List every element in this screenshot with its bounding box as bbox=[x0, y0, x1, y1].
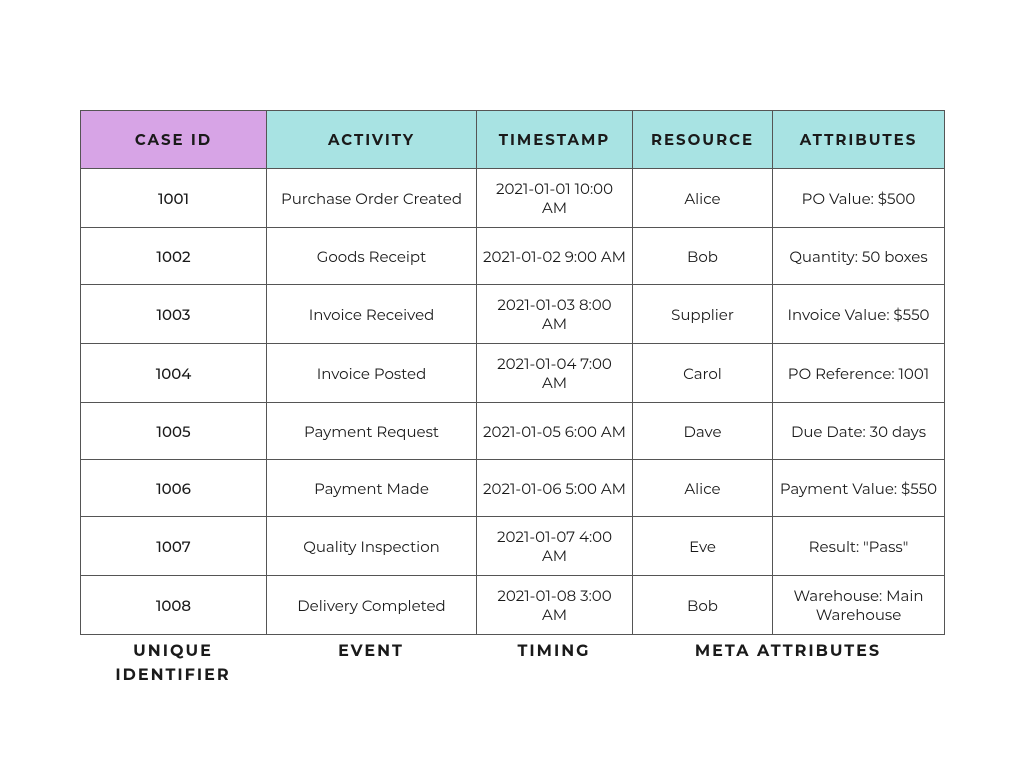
cell-case-id: 1003 bbox=[81, 285, 267, 344]
footer-label-unique-identifier: UNIQUE IDENTIFIER bbox=[80, 640, 266, 688]
cell-resource: Eve bbox=[633, 517, 773, 576]
cell-resource: Supplier bbox=[633, 285, 773, 344]
table-row: 1005Payment Request2021-01-05 6:00 AMDav… bbox=[81, 403, 945, 460]
cell-resource: Bob bbox=[633, 228, 773, 285]
cell-case-id: 1008 bbox=[81, 576, 267, 635]
cell-attributes: PO Value: $500 bbox=[773, 169, 945, 228]
cell-case-id: 1002 bbox=[81, 228, 267, 285]
cell-activity: Payment Request bbox=[267, 403, 477, 460]
cell-timestamp: 2021-01-05 6:00 AM bbox=[477, 403, 633, 460]
cell-case-id: 1006 bbox=[81, 460, 267, 517]
cell-resource: Dave bbox=[633, 403, 773, 460]
cell-case-id: 1007 bbox=[81, 517, 267, 576]
footer-labels: UNIQUE IDENTIFIER EVENT TIMING META ATTR… bbox=[80, 640, 944, 688]
cell-resource: Carol bbox=[633, 344, 773, 403]
table-header-row: CASE IDACTIVITYTIMESTAMPRESOURCEATTRIBUT… bbox=[81, 111, 945, 169]
column-header: CASE ID bbox=[81, 111, 267, 169]
cell-timestamp: 2021-01-08 3:00 AM bbox=[477, 576, 633, 635]
cell-case-id: 1001 bbox=[81, 169, 267, 228]
cell-timestamp: 2021-01-07 4:00 AM bbox=[477, 517, 633, 576]
cell-attributes: Quantity: 50 boxes bbox=[773, 228, 945, 285]
footer-label-event: EVENT bbox=[266, 640, 476, 688]
cell-resource: Alice bbox=[633, 169, 773, 228]
event-log-table-wrap: CASE IDACTIVITYTIMESTAMPRESOURCEATTRIBUT… bbox=[80, 110, 944, 635]
cell-timestamp: 2021-01-04 7:00 AM bbox=[477, 344, 633, 403]
cell-timestamp: 2021-01-02 9:00 AM bbox=[477, 228, 633, 285]
cell-activity: Quality Inspection bbox=[267, 517, 477, 576]
footer-label-timing: TIMING bbox=[476, 640, 632, 688]
cell-activity: Payment Made bbox=[267, 460, 477, 517]
cell-case-id: 1005 bbox=[81, 403, 267, 460]
event-log-table: CASE IDACTIVITYTIMESTAMPRESOURCEATTRIBUT… bbox=[80, 110, 945, 635]
cell-timestamp: 2021-01-06 5:00 AM bbox=[477, 460, 633, 517]
table-row: 1007Quality Inspection2021-01-07 4:00 AM… bbox=[81, 517, 945, 576]
table-header: CASE IDACTIVITYTIMESTAMPRESOURCEATTRIBUT… bbox=[81, 111, 945, 169]
table-body: 1001Purchase Order Created2021-01-01 10:… bbox=[81, 169, 945, 635]
cell-timestamp: 2021-01-03 8:00 AM bbox=[477, 285, 633, 344]
cell-activity: Purchase Order Created bbox=[267, 169, 477, 228]
cell-attributes: Warehouse: Main Warehouse bbox=[773, 576, 945, 635]
table-row: 1002Goods Receipt2021-01-02 9:00 AMBobQu… bbox=[81, 228, 945, 285]
footer-label-meta-attributes: META ATTRIBUTES bbox=[632, 640, 944, 688]
cell-attributes: Due Date: 30 days bbox=[773, 403, 945, 460]
table-row: 1006Payment Made2021-01-06 5:00 AMAliceP… bbox=[81, 460, 945, 517]
table-row: 1003Invoice Received2021-01-03 8:00 AMSu… bbox=[81, 285, 945, 344]
cell-activity: Invoice Posted bbox=[267, 344, 477, 403]
table-row: 1004Invoice Posted2021-01-04 7:00 AMCaro… bbox=[81, 344, 945, 403]
table-row: 1001Purchase Order Created2021-01-01 10:… bbox=[81, 169, 945, 228]
column-header: RESOURCE bbox=[633, 111, 773, 169]
cell-case-id: 1004 bbox=[81, 344, 267, 403]
cell-attributes: PO Reference: 1001 bbox=[773, 344, 945, 403]
cell-activity: Delivery Completed bbox=[267, 576, 477, 635]
column-header: TIMESTAMP bbox=[477, 111, 633, 169]
cell-attributes: Invoice Value: $550 bbox=[773, 285, 945, 344]
cell-resource: Bob bbox=[633, 576, 773, 635]
cell-activity: Goods Receipt bbox=[267, 228, 477, 285]
column-header: ACTIVITY bbox=[267, 111, 477, 169]
cell-attributes: Result: "Pass" bbox=[773, 517, 945, 576]
cell-resource: Alice bbox=[633, 460, 773, 517]
cell-activity: Invoice Received bbox=[267, 285, 477, 344]
table-row: 1008Delivery Completed2021-01-08 3:00 AM… bbox=[81, 576, 945, 635]
column-header: ATTRIBUTES bbox=[773, 111, 945, 169]
cell-attributes: Payment Value: $550 bbox=[773, 460, 945, 517]
cell-timestamp: 2021-01-01 10:00 AM bbox=[477, 169, 633, 228]
